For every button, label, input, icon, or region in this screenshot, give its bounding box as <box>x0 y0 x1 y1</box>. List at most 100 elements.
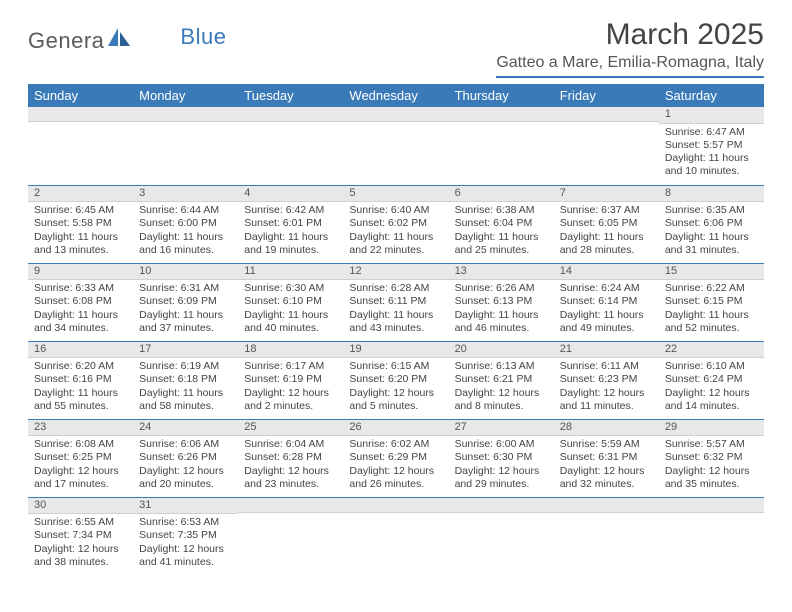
day-number: 4 <box>238 186 343 203</box>
day-number: 9 <box>28 264 133 281</box>
day-body <box>238 513 343 519</box>
sunset-text: Sunset: 6:19 PM <box>244 373 337 386</box>
day-cell <box>28 107 133 185</box>
sunrise-text: Sunrise: 6:40 AM <box>349 204 442 217</box>
day-cell: 16Sunrise: 6:20 AMSunset: 6:16 PMDayligh… <box>28 341 133 419</box>
daylight-text: Daylight: 11 hours and 28 minutes. <box>560 231 653 257</box>
day-number: 8 <box>659 186 764 203</box>
sunset-text: Sunset: 6:01 PM <box>244 217 337 230</box>
day-body <box>554 513 659 519</box>
sunset-text: Sunset: 6:26 PM <box>139 451 232 464</box>
day-cell: 20Sunrise: 6:13 AMSunset: 6:21 PMDayligh… <box>449 341 554 419</box>
day-cell <box>133 107 238 185</box>
day-body: Sunrise: 6:00 AMSunset: 6:30 PMDaylight:… <box>449 436 554 495</box>
week-row: 9Sunrise: 6:33 AMSunset: 6:08 PMDaylight… <box>28 263 764 341</box>
day-body <box>28 122 133 128</box>
day-number <box>554 107 659 122</box>
sunrise-text: Sunrise: 6:37 AM <box>560 204 653 217</box>
day-body: Sunrise: 6:10 AMSunset: 6:24 PMDaylight:… <box>659 358 764 417</box>
day-body: Sunrise: 6:37 AMSunset: 6:05 PMDaylight:… <box>554 202 659 261</box>
day-cell: 21Sunrise: 6:11 AMSunset: 6:23 PMDayligh… <box>554 341 659 419</box>
day-number: 21 <box>554 342 659 359</box>
day-number <box>449 107 554 122</box>
day-body: Sunrise: 6:53 AMSunset: 7:35 PMDaylight:… <box>133 514 238 573</box>
daylight-text: Daylight: 11 hours and 19 minutes. <box>244 231 337 257</box>
day-cell: 18Sunrise: 6:17 AMSunset: 6:19 PMDayligh… <box>238 341 343 419</box>
day-cell: 27Sunrise: 6:00 AMSunset: 6:30 PMDayligh… <box>449 419 554 497</box>
weekday-header: Monday <box>133 84 238 107</box>
day-body: Sunrise: 5:59 AMSunset: 6:31 PMDaylight:… <box>554 436 659 495</box>
day-cell: 4Sunrise: 6:42 AMSunset: 6:01 PMDaylight… <box>238 185 343 263</box>
daylight-text: Daylight: 12 hours and 35 minutes. <box>665 465 758 491</box>
day-number: 11 <box>238 264 343 281</box>
day-number: 26 <box>343 420 448 437</box>
day-number: 18 <box>238 342 343 359</box>
sunset-text: Sunset: 6:05 PM <box>560 217 653 230</box>
sunrise-text: Sunrise: 6:02 AM <box>349 438 442 451</box>
day-number: 15 <box>659 264 764 281</box>
day-number <box>238 498 343 513</box>
sunrise-text: Sunrise: 6:08 AM <box>34 438 127 451</box>
day-number: 12 <box>343 264 448 281</box>
day-body: Sunrise: 6:45 AMSunset: 5:58 PMDaylight:… <box>28 202 133 261</box>
day-cell: 29Sunrise: 5:57 AMSunset: 6:32 PMDayligh… <box>659 419 764 497</box>
sunrise-text: Sunrise: 6:42 AM <box>244 204 337 217</box>
day-cell: 31Sunrise: 6:53 AMSunset: 7:35 PMDayligh… <box>133 497 238 575</box>
sunrise-text: Sunrise: 6:47 AM <box>665 126 758 139</box>
sunrise-text: Sunrise: 6:13 AM <box>455 360 548 373</box>
daylight-text: Daylight: 12 hours and 32 minutes. <box>560 465 653 491</box>
daylight-text: Daylight: 12 hours and 38 minutes. <box>34 543 127 569</box>
day-body: Sunrise: 6:33 AMSunset: 6:08 PMDaylight:… <box>28 280 133 339</box>
day-body: Sunrise: 6:24 AMSunset: 6:14 PMDaylight:… <box>554 280 659 339</box>
day-cell: 24Sunrise: 6:06 AMSunset: 6:26 PMDayligh… <box>133 419 238 497</box>
sunset-text: Sunset: 6:13 PM <box>455 295 548 308</box>
day-body <box>343 122 448 128</box>
day-body: Sunrise: 6:04 AMSunset: 6:28 PMDaylight:… <box>238 436 343 495</box>
header: Genera Blue March 2025 Gatteo a Mare, Em… <box>28 18 764 78</box>
day-body: Sunrise: 6:08 AMSunset: 6:25 PMDaylight:… <box>28 436 133 495</box>
day-cell: 6Sunrise: 6:38 AMSunset: 6:04 PMDaylight… <box>449 185 554 263</box>
day-cell <box>343 107 448 185</box>
day-body: Sunrise: 6:30 AMSunset: 6:10 PMDaylight:… <box>238 280 343 339</box>
daylight-text: Daylight: 12 hours and 29 minutes. <box>455 465 548 491</box>
weekday-header: Saturday <box>659 84 764 107</box>
daylight-text: Daylight: 11 hours and 40 minutes. <box>244 309 337 335</box>
day-number: 16 <box>28 342 133 359</box>
day-cell <box>343 497 448 575</box>
sunrise-text: Sunrise: 6:55 AM <box>34 516 127 529</box>
day-body: Sunrise: 6:26 AMSunset: 6:13 PMDaylight:… <box>449 280 554 339</box>
day-number: 22 <box>659 342 764 359</box>
sunset-text: Sunset: 6:28 PM <box>244 451 337 464</box>
daylight-text: Daylight: 12 hours and 26 minutes. <box>349 465 442 491</box>
day-body: Sunrise: 6:17 AMSunset: 6:19 PMDaylight:… <box>238 358 343 417</box>
sunrise-text: Sunrise: 6:10 AM <box>665 360 758 373</box>
day-number: 28 <box>554 420 659 437</box>
day-cell: 7Sunrise: 6:37 AMSunset: 6:05 PMDaylight… <box>554 185 659 263</box>
day-body: Sunrise: 6:55 AMSunset: 7:34 PMDaylight:… <box>28 514 133 573</box>
daylight-text: Daylight: 11 hours and 37 minutes. <box>139 309 232 335</box>
day-cell <box>659 497 764 575</box>
day-number: 1 <box>659 107 764 124</box>
sunrise-text: Sunrise: 6:19 AM <box>139 360 232 373</box>
day-number: 10 <box>133 264 238 281</box>
day-number <box>343 107 448 122</box>
day-number <box>28 107 133 122</box>
day-cell: 23Sunrise: 6:08 AMSunset: 6:25 PMDayligh… <box>28 419 133 497</box>
sunset-text: Sunset: 6:31 PM <box>560 451 653 464</box>
day-body: Sunrise: 6:42 AMSunset: 6:01 PMDaylight:… <box>238 202 343 261</box>
sunset-text: Sunset: 6:24 PM <box>665 373 758 386</box>
daylight-text: Daylight: 12 hours and 17 minutes. <box>34 465 127 491</box>
day-number: 2 <box>28 186 133 203</box>
weekday-header: Thursday <box>449 84 554 107</box>
day-number: 3 <box>133 186 238 203</box>
day-number <box>554 498 659 513</box>
day-cell: 2Sunrise: 6:45 AMSunset: 5:58 PMDaylight… <box>28 185 133 263</box>
day-cell: 9Sunrise: 6:33 AMSunset: 6:08 PMDaylight… <box>28 263 133 341</box>
daylight-text: Daylight: 12 hours and 11 minutes. <box>560 387 653 413</box>
sunrise-text: Sunrise: 6:04 AM <box>244 438 337 451</box>
sunrise-text: Sunrise: 6:06 AM <box>139 438 232 451</box>
day-body: Sunrise: 6:02 AMSunset: 6:29 PMDaylight:… <box>343 436 448 495</box>
sunrise-text: Sunrise: 6:20 AM <box>34 360 127 373</box>
day-number: 14 <box>554 264 659 281</box>
day-body: Sunrise: 6:06 AMSunset: 6:26 PMDaylight:… <box>133 436 238 495</box>
